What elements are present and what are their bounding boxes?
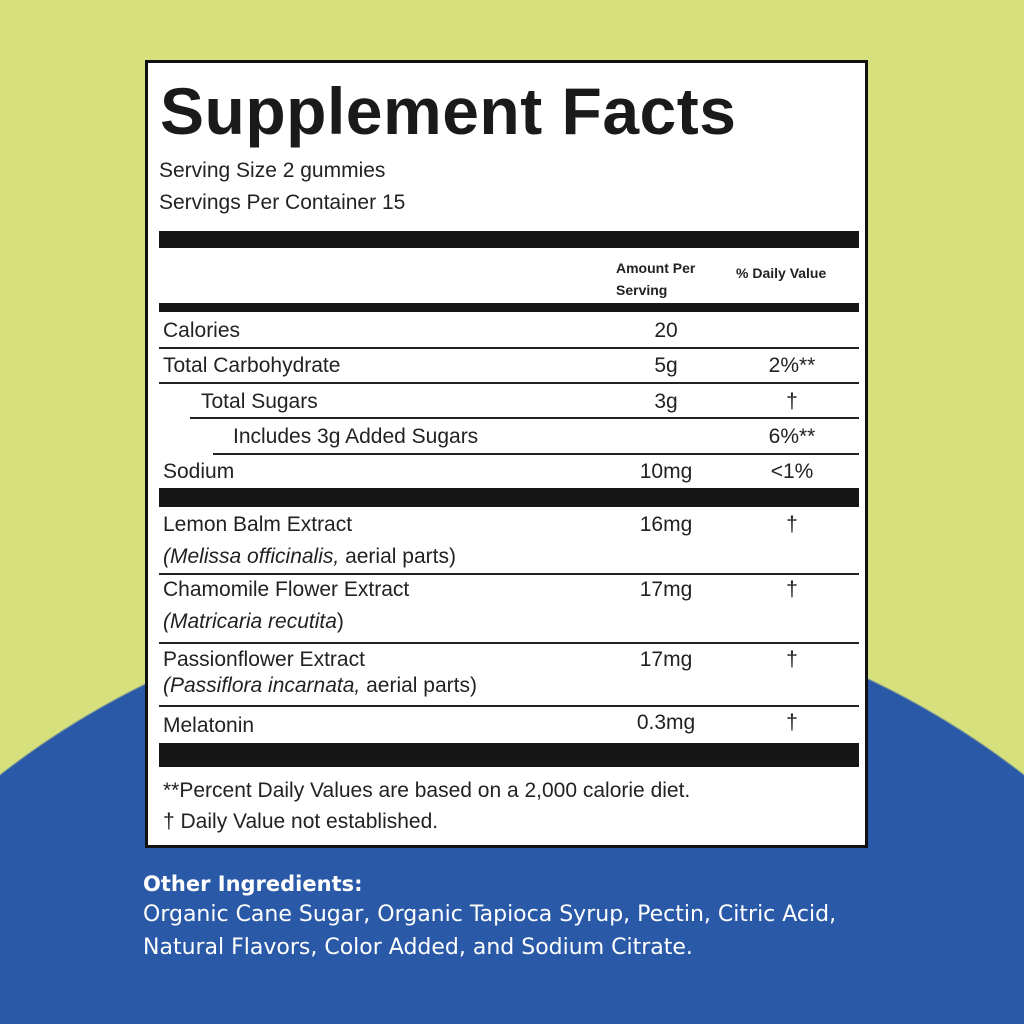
row-carbohydrate-amount: 5g: [654, 354, 678, 377]
row-added-sugars-dv: 6%**: [768, 425, 816, 448]
extract-chamomile-source: (Matricaria recutita): [163, 610, 344, 634]
row-divider: [190, 417, 859, 419]
latin-name: Matricaria recutita: [170, 610, 337, 633]
servings-per-container: Servings Per Container 15: [159, 191, 406, 214]
header-amount-line1: Amount Per: [616, 260, 696, 276]
extract-passionflower-source: (Passiflora incarnata, aerial parts): [163, 674, 477, 698]
extract-passionflower-name: Passionflower Extract: [163, 648, 365, 671]
extract-chamomile-name: Chamomile Flower Extract: [163, 578, 410, 601]
row-calories-name: Calories: [163, 319, 241, 342]
extract-chamomile-amount: 17mg: [639, 578, 693, 601]
row-sugars-name: Total Sugars: [201, 390, 318, 413]
extract-passionflower-dv: †: [786, 648, 798, 671]
other-ingredients: Other Ingredients: Organic Cane Sugar, O…: [143, 872, 863, 964]
header-amount-line2: Serving: [616, 282, 668, 298]
row-sugars-amount: 3g: [654, 390, 678, 413]
paren: (: [163, 674, 170, 697]
row-carbohydrate-dv: 2%**: [768, 354, 816, 377]
extract-lemon-balm-source: (Melissa officinalis, aerial parts): [163, 545, 456, 569]
extract-lemon-balm-amount: 16mg: [639, 513, 693, 536]
serving-size: Serving Size 2 gummies: [159, 159, 386, 182]
extract-passionflower-amount: 17mg: [639, 648, 693, 671]
header-daily-value: % Daily Value: [736, 265, 827, 281]
melatonin-name: Melatonin: [163, 714, 255, 737]
row-divider: [159, 642, 859, 644]
thick-divider: [159, 231, 859, 248]
footnote-dagger: † Daily Value not established.: [163, 810, 439, 833]
other-ingredients-text: Organic Cane Sugar, Organic Tapioca Syru…: [143, 902, 837, 960]
medium-divider: [159, 303, 859, 312]
row-added-sugars-name: Includes 3g Added Sugars: [233, 425, 479, 448]
row-sodium-name: Sodium: [163, 460, 235, 483]
row-divider: [159, 382, 859, 384]
row-divider: [159, 705, 859, 707]
part: aerial parts): [360, 674, 477, 697]
row-divider: [159, 573, 859, 575]
row-divider: [213, 453, 859, 455]
melatonin-dv: †: [786, 711, 798, 734]
paren: (: [163, 545, 170, 568]
extract-chamomile-dv: †: [786, 578, 798, 601]
thick-divider: [159, 488, 859, 507]
supplement-facts-panel: Supplement Facts Serving Size 2 gummies …: [145, 60, 868, 848]
part: ): [336, 610, 344, 633]
latin-name: Passiflora incarnata,: [170, 674, 361, 697]
row-sugars-dv: †: [786, 390, 798, 413]
latin-name: Melissa officinalis,: [170, 545, 340, 568]
thick-divider: [159, 743, 859, 767]
panel-title: Supplement Facts: [160, 74, 737, 148]
paren: (: [163, 610, 170, 633]
footnote-daily-values: **Percent Daily Values are based on a 2,…: [163, 779, 691, 802]
part: aerial parts): [339, 545, 456, 568]
melatonin-amount: 0.3mg: [636, 711, 696, 734]
row-sodium-amount: 10mg: [639, 460, 693, 483]
row-calories-amount: 20: [654, 319, 678, 342]
row-carbohydrate-name: Total Carbohydrate: [163, 354, 341, 377]
row-sodium-dv: <1%: [770, 460, 814, 483]
extract-lemon-balm-name: Lemon Balm Extract: [163, 513, 353, 536]
header-amount: Amount Per Serving: [616, 257, 695, 301]
extract-lemon-balm-dv: †: [786, 513, 798, 536]
other-ingredients-heading: Other Ingredients:: [143, 872, 363, 896]
row-divider: [159, 347, 859, 349]
